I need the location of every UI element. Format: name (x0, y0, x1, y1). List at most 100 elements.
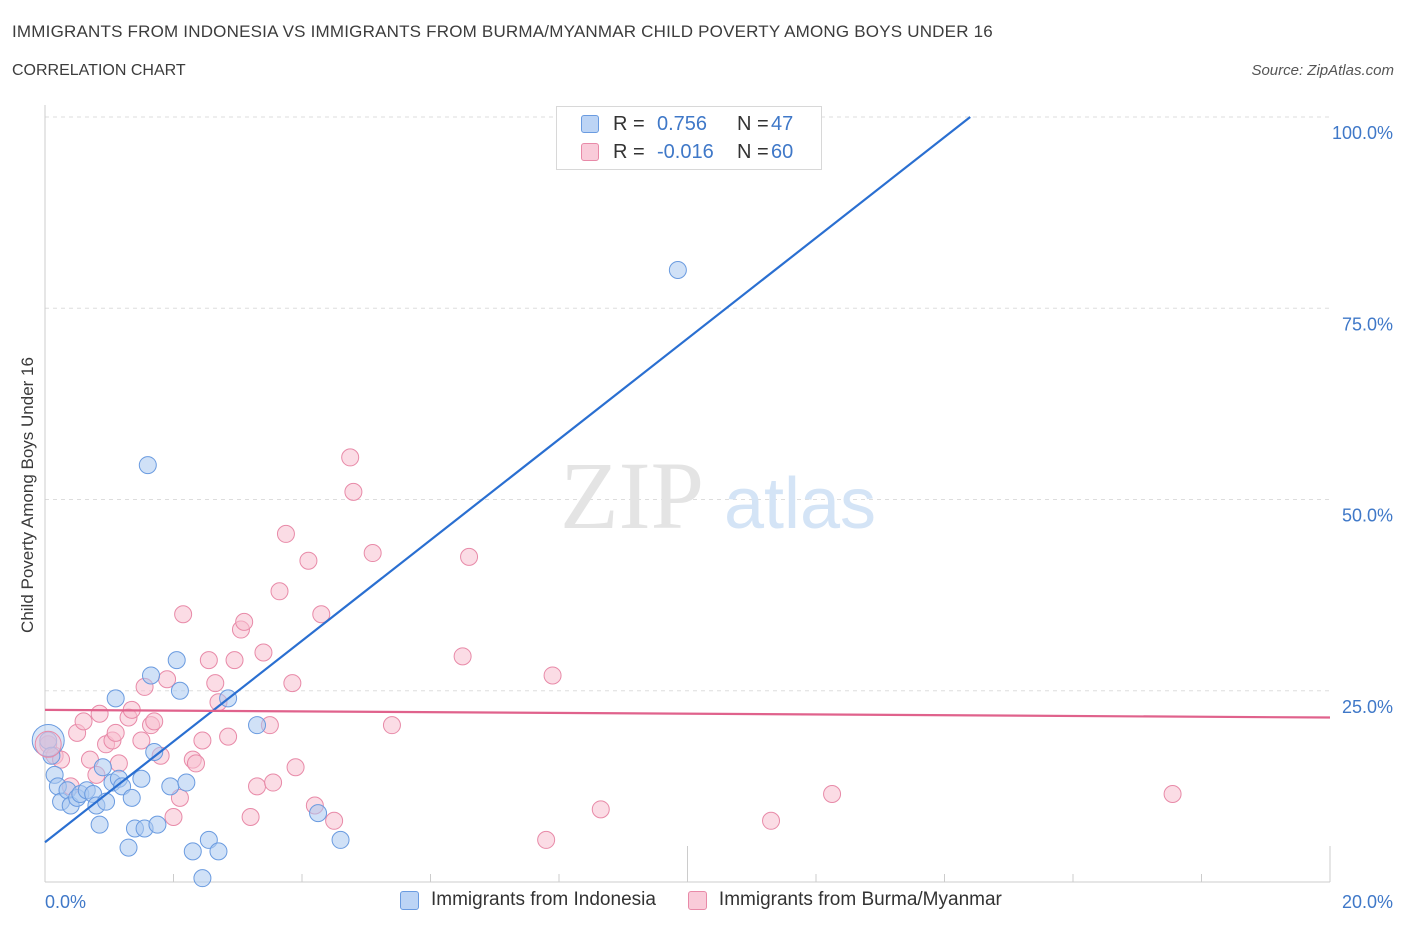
point-indonesia (161, 777, 180, 796)
point-burma (276, 524, 295, 543)
point-indonesia (142, 666, 161, 685)
point-burma (341, 448, 360, 467)
point-burma (264, 773, 283, 792)
point-burma (132, 731, 151, 750)
point-indonesia (167, 651, 186, 670)
legend-n-label: N = (737, 140, 769, 163)
legend-row-burma: R = -0.016 N = 60 (581, 138, 793, 166)
point-burma (823, 785, 842, 804)
point-indonesia (177, 773, 196, 792)
point-indonesia (145, 742, 164, 761)
point-indonesia (106, 689, 125, 708)
point-burma (90, 704, 109, 723)
watermark-atlas: atlas (724, 464, 876, 544)
chart-subtitle: CORRELATION CHART (12, 62, 186, 79)
point-indonesia (132, 769, 151, 788)
legend-label-burma: Immigrants from Burma/Myanmar (718, 889, 1002, 910)
point-burma (186, 754, 205, 773)
point-burma (286, 758, 305, 777)
point-burma (174, 605, 193, 624)
point-burma (283, 674, 302, 693)
point-indonesia (90, 815, 109, 834)
correlation-legend: R = 0.756 N = 47 R = -0.016 N = 60 (556, 106, 822, 170)
y-tick-label: 50.0% (1342, 506, 1393, 526)
point-burma (543, 666, 562, 685)
y-tick-label: 100.0% (1332, 123, 1393, 143)
point-burma (363, 544, 382, 563)
point-indonesia (199, 830, 218, 849)
legend-n-value: 60 (771, 140, 794, 163)
x-tick-label: 20.0% (1342, 892, 1393, 912)
point-burma (219, 727, 238, 746)
legend-label-indonesia: Immigrants from Indonesia (431, 889, 656, 910)
legend-n-label: N = (737, 112, 769, 135)
legend-r-value: -0.016 (657, 140, 714, 163)
y-tick-label: 25.0% (1342, 697, 1393, 717)
point-burma (453, 647, 472, 666)
point-indonesia (122, 788, 141, 807)
point-burma (170, 788, 189, 807)
point-burma (299, 551, 318, 570)
trend-line-indonesia (44, 116, 971, 844)
point-indonesia (309, 804, 328, 823)
point-burma-cluster (34, 730, 62, 758)
point-burma (225, 651, 244, 670)
x-tick-label: 0.0% (45, 892, 86, 912)
point-burma (254, 643, 273, 662)
point-burma (248, 777, 267, 796)
point-indonesia (183, 842, 202, 861)
point-burma (241, 807, 260, 826)
point-burma (106, 723, 125, 742)
point-indonesia (119, 838, 138, 857)
point-burma (325, 811, 344, 830)
chart-title: IMMIGRANTS FROM INDONESIA VS IMMIGRANTS … (12, 22, 993, 41)
point-burma (591, 800, 610, 819)
y-tick-label: 75.0% (1342, 314, 1393, 334)
point-burma (199, 651, 218, 670)
point-burma (537, 830, 556, 849)
legend-row-indonesia: R = 0.756 N = 47 (581, 110, 793, 138)
point-burma (312, 605, 331, 624)
point-burma (460, 547, 479, 566)
legend-swatch-indonesia (581, 115, 599, 133)
point-burma (762, 811, 781, 830)
point-indonesia (668, 261, 687, 279)
legend-n-value: 47 (771, 112, 794, 135)
legend-r-value: 0.756 (657, 112, 708, 135)
trend-lines (44, 116, 1331, 844)
point-burma (382, 716, 401, 735)
point-indonesia (113, 777, 132, 796)
point-indonesia-cluster (31, 723, 65, 757)
axes (44, 105, 1331, 883)
point-indonesia (93, 758, 112, 777)
legend-item-indonesia: Immigrants from Indonesia (400, 889, 656, 911)
grid-lines (45, 116, 1330, 692)
point-burma (1163, 785, 1182, 804)
point-burma (145, 712, 164, 731)
point-burma (270, 582, 289, 601)
point-burma (193, 731, 212, 750)
point-burma (235, 612, 254, 631)
tick-labels: 25.0% 50.0% 75.0% 100.0% 0.0% 20.0% (45, 123, 1393, 912)
trend-line-burma (44, 708, 1331, 719)
point-indonesia (170, 681, 189, 700)
point-indonesia (138, 456, 157, 475)
point-indonesia (248, 716, 267, 735)
legend-swatch-indonesia (400, 890, 419, 910)
source-credit: Source: ZipAtlas.com (1251, 62, 1394, 79)
point-indonesia (193, 869, 212, 888)
point-burma (344, 482, 363, 501)
legend-item-burma: Immigrants from Burma/Myanmar (687, 889, 1002, 911)
point-indonesia (331, 830, 350, 849)
legend-r-label: R = (613, 112, 645, 135)
series-legend: Immigrants from Indonesia Immigrants fro… (400, 889, 1034, 911)
legend-swatch-burma (687, 890, 707, 910)
point-burma (74, 712, 93, 731)
point-burma (206, 674, 225, 693)
point-indonesia (148, 815, 167, 834)
point-indonesia (209, 842, 228, 861)
watermark-zip: ZIP (560, 442, 704, 549)
legend-swatch-burma (581, 143, 599, 161)
point-burma (164, 807, 183, 826)
